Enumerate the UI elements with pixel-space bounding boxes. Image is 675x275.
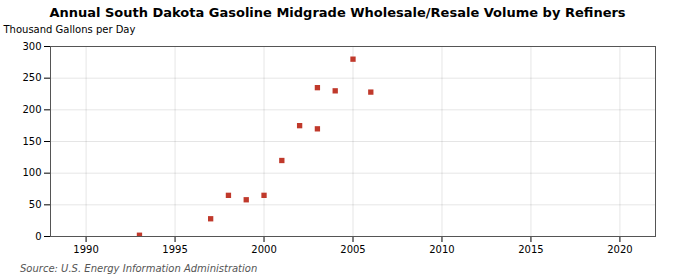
svg-text:2005: 2005: [340, 244, 365, 255]
svg-text:0: 0: [35, 231, 41, 242]
svg-text:100: 100: [22, 167, 41, 178]
html-text:Annual South Dakota Gasoline M: Annual South Dakota Gasoline Midgrade Wh…: [49, 5, 626, 20]
svg-text:2010: 2010: [429, 244, 454, 255]
svg-text:2020: 2020: [607, 244, 632, 255]
svg-text:250: 250: [22, 72, 41, 83]
svg-text:2000: 2000: [251, 244, 276, 255]
svg-text:2015: 2015: [518, 244, 543, 255]
svg-text:50: 50: [29, 199, 42, 210]
svg-text:150: 150: [22, 136, 41, 147]
svg-text:300: 300: [22, 41, 41, 52]
svg-text:Thousand Gallons per Day: Thousand Gallons per Day: [3, 24, 136, 35]
svg-text:200: 200: [22, 104, 41, 115]
html-text:Source: U.S. Energy Informatio: Source: U.S. Energy Information Administ…: [20, 263, 258, 274]
svg-text:1995: 1995: [162, 244, 187, 255]
svg-text:1990: 1990: [73, 244, 98, 255]
